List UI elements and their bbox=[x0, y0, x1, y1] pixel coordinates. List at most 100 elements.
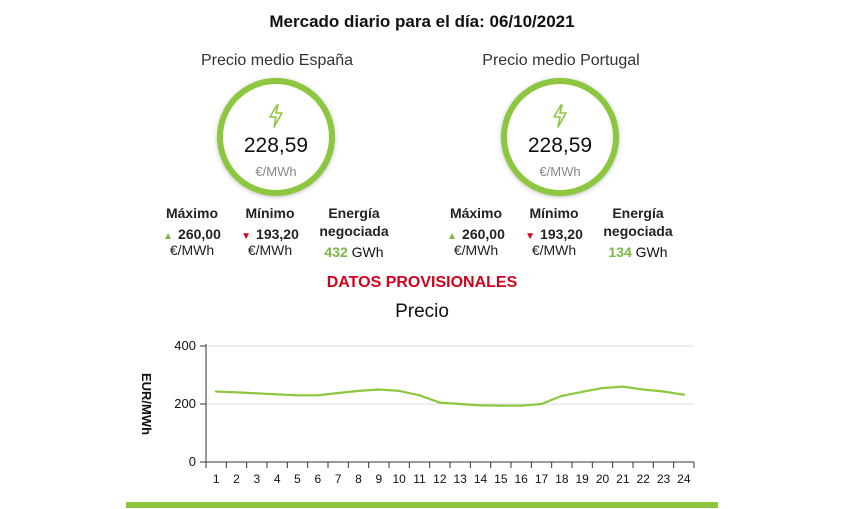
data-point bbox=[682, 393, 686, 396]
data-point bbox=[641, 388, 645, 391]
y-axis-label: EUR/MWh bbox=[139, 373, 154, 435]
x-tick-label: 9 bbox=[375, 472, 382, 486]
x-tick-label: 3 bbox=[253, 472, 260, 486]
x-tick-label: 21 bbox=[616, 472, 630, 486]
energy-stat: Energía negociada 432 GWh bbox=[308, 204, 400, 260]
data-point bbox=[255, 392, 259, 395]
min-stat: Mínimo ▼ 193,20 €/MWh bbox=[516, 204, 592, 258]
min-label: Mínimo bbox=[529, 205, 579, 221]
data-point bbox=[601, 386, 604, 390]
triangle-up-icon: ▲ bbox=[163, 231, 174, 242]
bottom-divider bbox=[126, 502, 718, 508]
energy-label: Energía bbox=[612, 205, 664, 221]
energy-value: 134 bbox=[608, 244, 632, 260]
max-unit: €/MWh bbox=[453, 242, 499, 258]
data-point bbox=[235, 391, 238, 394]
data-point bbox=[418, 394, 421, 397]
data-point bbox=[296, 394, 299, 397]
market-portugal: Precio medio Portugal 228,59 €/MWh Máxim… bbox=[436, 52, 686, 260]
min-unit: €/MWh bbox=[247, 242, 293, 258]
series-line bbox=[216, 385, 684, 407]
provisional-notice: DATOS PROVISIONALES bbox=[326, 274, 518, 291]
x-tick-label: 16 bbox=[514, 472, 528, 486]
data-point bbox=[499, 404, 503, 407]
market-title: Precio medio Portugal bbox=[482, 52, 640, 69]
max-unit: €/MWh bbox=[169, 242, 215, 258]
data-point bbox=[560, 394, 564, 398]
x-tick-label: 8 bbox=[355, 472, 362, 486]
price-unit: €/MWh bbox=[255, 164, 297, 179]
page-title: Mercado diario para el día: 06/10/2021 bbox=[269, 12, 575, 31]
max-label: Máximo bbox=[165, 205, 219, 221]
price-circle: 228,59 €/MWh bbox=[501, 78, 619, 196]
data-point bbox=[621, 385, 625, 388]
x-tick-label: 11 bbox=[413, 472, 426, 486]
energy-unit: GWh bbox=[635, 244, 668, 260]
data-point bbox=[214, 390, 218, 393]
average-price: 228,59 bbox=[527, 134, 593, 157]
price-unit: €/MWh bbox=[539, 164, 581, 179]
energy-stat: Energía negociada 134 GWh bbox=[592, 204, 684, 260]
triangle-up-icon: ▲ bbox=[447, 231, 458, 242]
lightning-bolt-icon bbox=[269, 104, 283, 128]
data-point bbox=[662, 390, 665, 393]
x-tick-label: 6 bbox=[314, 472, 321, 486]
x-tick-label: 15 bbox=[494, 472, 508, 486]
data-point bbox=[458, 402, 462, 406]
triangle-down-icon: ▼ bbox=[525, 231, 536, 242]
min-stat: Mínimo ▼ 193,20 €/MWh bbox=[232, 204, 308, 258]
data-point bbox=[580, 390, 584, 394]
data-point bbox=[397, 389, 401, 393]
min-value: 193,20 bbox=[540, 226, 583, 242]
max-value: 260,00 bbox=[462, 226, 505, 242]
x-tick-label: 7 bbox=[335, 472, 342, 486]
market-title: Precio medio España bbox=[200, 52, 354, 69]
x-tick-label: 23 bbox=[657, 472, 671, 486]
data-point bbox=[336, 391, 340, 395]
energy-label-2: negociada bbox=[319, 223, 389, 239]
energy-label-2: negociada bbox=[603, 223, 673, 239]
energy-label: Energía bbox=[328, 205, 380, 221]
min-unit: €/MWh bbox=[531, 242, 577, 258]
min-label: Mínimo bbox=[245, 205, 295, 221]
max-stat: Máximo ▲ 260,00 €/MWh bbox=[152, 204, 232, 258]
triangle-down-icon: ▼ bbox=[241, 231, 252, 242]
price-circle: 228,59 €/MWh bbox=[217, 78, 335, 196]
x-tick-label: 13 bbox=[453, 472, 467, 486]
data-point bbox=[357, 389, 360, 393]
x-tick-label: 18 bbox=[555, 472, 569, 486]
energy-value: 432 bbox=[324, 244, 348, 260]
x-tick-label: 10 bbox=[392, 472, 406, 486]
x-tick-label: 24 bbox=[677, 472, 691, 486]
x-tick-label: 12 bbox=[433, 472, 447, 486]
min-value: 193,20 bbox=[256, 226, 299, 242]
x-tick-label: 17 bbox=[535, 472, 549, 486]
data-point bbox=[316, 394, 320, 397]
x-tick-label: 4 bbox=[274, 472, 281, 486]
max-stat: Máximo ▲ 260,00 €/MWh bbox=[436, 204, 516, 258]
data-point bbox=[540, 402, 543, 406]
energy-unit: GWh bbox=[351, 244, 384, 260]
x-tick-label: 5 bbox=[294, 472, 301, 486]
x-tick-label: 22 bbox=[636, 472, 650, 486]
x-tick-label: 2 bbox=[233, 472, 240, 486]
x-tick-label: 1 bbox=[213, 472, 220, 486]
max-value: 260,00 bbox=[178, 226, 221, 242]
average-price: 228,59 bbox=[243, 134, 309, 157]
y-tick-label: 0 bbox=[189, 454, 196, 469]
chart-title: Precio bbox=[395, 301, 449, 322]
data-point bbox=[479, 404, 482, 407]
y-tick-label: 400 bbox=[174, 338, 196, 353]
y-tick-label: 200 bbox=[174, 396, 196, 411]
data-point bbox=[519, 404, 523, 407]
x-tick-label: 19 bbox=[575, 472, 589, 486]
market-spain: Precio medio España 228,59 €/MWh Máximo … bbox=[152, 52, 402, 260]
x-tick-label: 20 bbox=[596, 472, 610, 486]
data-point bbox=[377, 388, 381, 391]
data-point bbox=[438, 401, 442, 404]
x-tick-label: 14 bbox=[474, 472, 488, 486]
data-point bbox=[275, 393, 279, 396]
lightning-bolt-icon bbox=[553, 104, 567, 128]
max-label: Máximo bbox=[449, 205, 503, 221]
